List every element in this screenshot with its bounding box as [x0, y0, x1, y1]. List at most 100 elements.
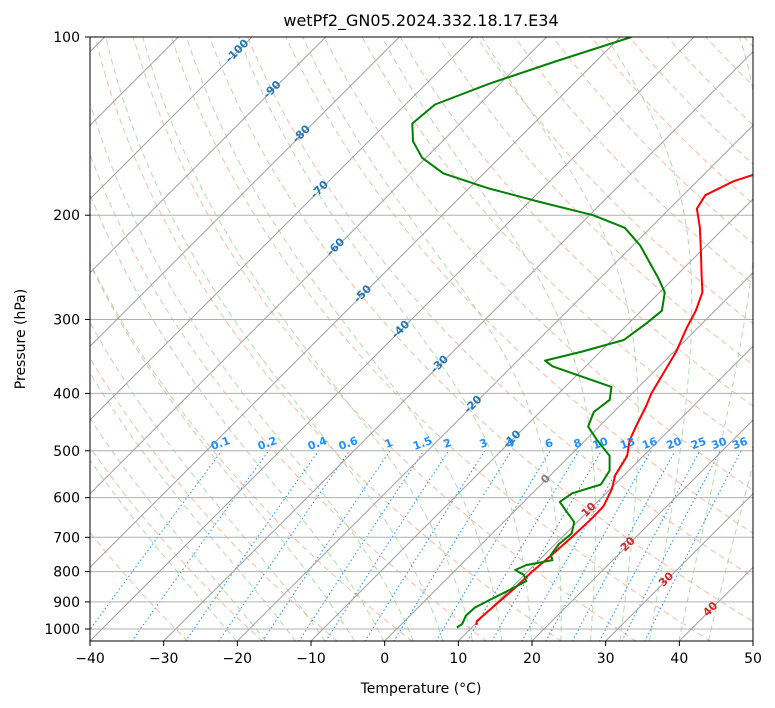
y-tick-label: 200 — [53, 208, 80, 224]
mixing-ratio-label: 16 — [640, 435, 659, 453]
isotherm-line — [604, 492, 753, 641]
y-tick-label: 700 — [53, 530, 80, 546]
chart-title: wetPf2_GN05.2024.332.18.17.E34 — [283, 11, 558, 31]
isotherm-label: -100 — [223, 36, 252, 65]
mixing-ratio-label: 1.5 — [411, 434, 434, 453]
dry-adiabat-line — [514, 37, 753, 285]
x-tick-label: −40 — [75, 651, 105, 667]
isotherm-label: -70 — [308, 178, 331, 201]
x-axis: −40 −30 −20 −10 0 10 20 30 40 50 — [75, 641, 762, 667]
y-tick-label: 400 — [53, 386, 80, 402]
moist-adiabat-line — [90, 192, 385, 641]
y-axis: 100 200 300 400 500 600 700 800 900 1000 — [44, 30, 90, 638]
x-tick-label: −10 — [296, 651, 326, 667]
mixing-ratio-line — [364, 450, 486, 641]
dry-adiabat-line — [90, 261, 413, 641]
dry-adiabat-line — [170, 37, 712, 641]
mixing-ratio-line — [571, 450, 676, 641]
x-tick-label: 0 — [380, 651, 389, 667]
moist-adiabat-line — [90, 417, 267, 641]
mixing-ratio-label: 10 — [591, 435, 610, 453]
moist-adiabat-line — [302, 37, 562, 641]
moist-adiabat-line — [186, 37, 503, 641]
isotherm-line — [90, 37, 474, 421]
mixing-ratio-line — [298, 450, 425, 641]
dry-adiabat-line — [94, 37, 562, 641]
y-axis-label: Pressure (hPa) — [13, 289, 29, 389]
x-tick-label: 20 — [523, 651, 541, 667]
isotherm-label: -60 — [324, 235, 347, 258]
mixing-ratio-line — [521, 450, 630, 641]
mixing-ratio-label: 1 — [383, 436, 395, 451]
x-axis-label: Temperature (°C) — [360, 681, 482, 697]
x-tick-label: −20 — [223, 651, 253, 667]
moist-adiabats — [90, 37, 753, 641]
x-tick-label: 50 — [744, 651, 762, 667]
isotherm-line — [90, 37, 695, 641]
mixing-ratio-label: 0.2 — [256, 434, 279, 453]
isotherm-line — [752, 640, 753, 641]
mixing-ratio-label: 30 — [710, 435, 729, 453]
y-tick-label: 100 — [53, 30, 80, 46]
x-tick-label: 30 — [597, 651, 615, 667]
mixing-ratio-label: 0.4 — [306, 434, 329, 453]
isotherm-label: -90 — [260, 78, 283, 101]
mixing-ratio-line — [393, 450, 512, 641]
dry-adiabat-line — [209, 37, 753, 623]
dry-adiabat-line — [667, 37, 753, 126]
dry-adiabat-line — [552, 37, 753, 245]
dry-adiabat-line — [323, 37, 753, 491]
dry-adiabat-line — [743, 37, 753, 48]
dry-adiabat-line — [90, 152, 488, 641]
mixing-ratio-line — [218, 450, 350, 641]
mixing-ratio-line — [644, 450, 742, 641]
isotherm-line — [678, 566, 753, 641]
dry-adiabat-line — [247, 37, 753, 578]
y-tick-label: 900 — [53, 595, 80, 611]
isotherm-label: -80 — [290, 122, 313, 145]
dry-adiabat-line — [90, 446, 264, 641]
mixing-ratio-line — [184, 450, 320, 641]
dry-adiabat-line — [590, 37, 753, 205]
dry-adiabat-line — [90, 357, 338, 641]
x-tick-label: 40 — [670, 651, 688, 667]
mixing-ratio-label: 20 — [665, 435, 684, 453]
isotherm-line — [90, 37, 253, 200]
moist-adiabat-line — [90, 321, 326, 641]
mixing-ratio-label: 8 — [572, 436, 584, 451]
moist-adiabat-line — [90, 459, 238, 641]
isotherm-line — [310, 198, 753, 641]
isotherm-line — [236, 124, 753, 641]
isotherm-line — [90, 37, 621, 569]
isotherm-label: 0 — [538, 472, 553, 487]
isotherm-line — [90, 37, 327, 274]
mixing-ratio-line — [325, 450, 450, 641]
mixing-ratio-line — [90, 450, 223, 631]
isotherm-line — [90, 37, 400, 348]
x-tick-label: 10 — [449, 651, 467, 667]
isotherm-label: -50 — [351, 282, 374, 305]
isotherm-line — [90, 37, 548, 495]
dry-adiabat-line — [476, 37, 753, 325]
mixing-ratio-label: 4 — [504, 436, 516, 451]
mixing-ratio-label: 6 — [543, 436, 555, 451]
mixing-ratio-label: 2 — [442, 436, 454, 451]
moist-adiabat-line — [678, 37, 753, 641]
moist-adiabat-line — [605, 37, 693, 641]
isotherm-line — [531, 419, 753, 641]
moist-adiabat-line — [105, 37, 444, 641]
isotherm-line — [383, 271, 753, 641]
y-tick-label: 600 — [53, 491, 80, 507]
dewpoint-line — [411, 37, 666, 629]
moist-adiabat-line — [90, 372, 296, 641]
mixing-ratio-label: 36 — [730, 435, 749, 453]
isotherm-line — [162, 50, 753, 641]
x-tick-label: −30 — [149, 651, 179, 667]
isotherm-label: -20 — [461, 393, 484, 416]
plot-frame — [89, 36, 754, 642]
dry-adiabat-line — [705, 37, 753, 87]
mixing-ratio-label: 3 — [478, 436, 490, 451]
dry-adiabat-line — [285, 37, 753, 534]
